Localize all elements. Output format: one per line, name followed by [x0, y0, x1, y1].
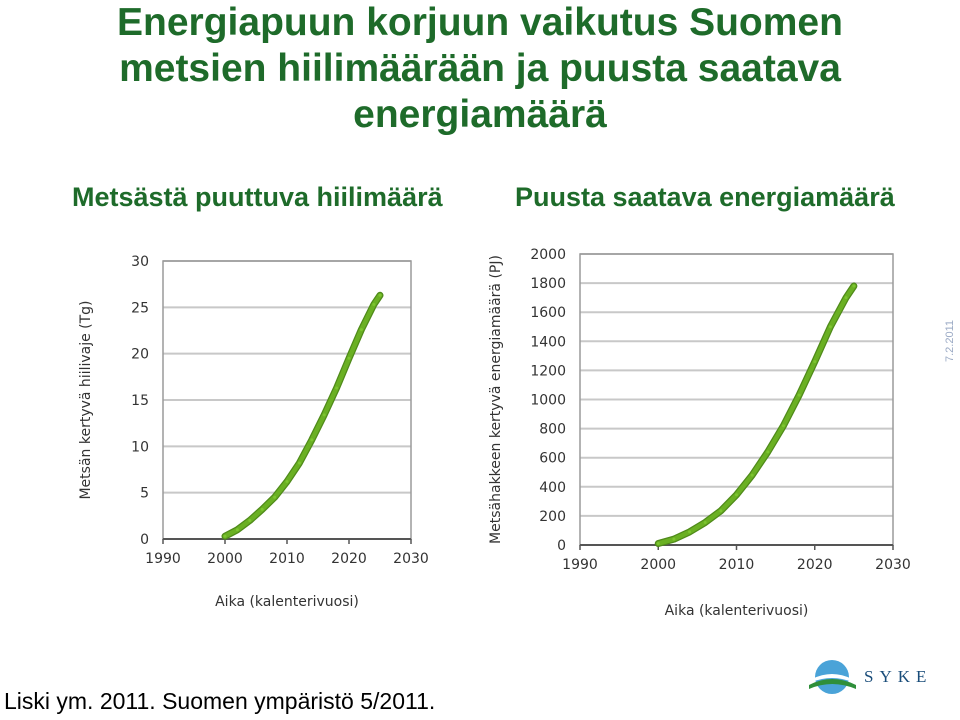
- data-point: [672, 537, 676, 541]
- y-tick-label: 1600: [530, 305, 566, 321]
- y-tick-label: 2000: [530, 247, 566, 263]
- data-point: [285, 480, 289, 484]
- data-point: [347, 356, 351, 360]
- source-citation: Liski ym. 2011. Suomen ympäristö 5/2011.: [4, 688, 436, 714]
- series-line: [222, 293, 383, 539]
- data-point: [322, 413, 326, 417]
- x-tick-label: 2030: [393, 551, 429, 567]
- syke-logo-icon: [809, 660, 856, 694]
- data-point: [359, 328, 363, 332]
- data-point: [852, 284, 856, 288]
- series-line: [656, 283, 857, 546]
- series-line-shadow: [654, 282, 858, 548]
- data-point: [310, 438, 314, 442]
- y-tick-label: 1400: [530, 334, 566, 350]
- data-point: [335, 386, 339, 390]
- y-tick-label: 600: [539, 451, 566, 467]
- y-tick-label: 10: [131, 439, 149, 455]
- title-line-3: energiamäärä: [353, 93, 607, 136]
- data-point: [844, 296, 848, 300]
- data-point: [703, 520, 707, 524]
- energy-amount-chart: 0 200 400 600 800 1000 1200 1400 1600 1800 2000 199…: [488, 247, 911, 619]
- x-tick-label: 2010: [269, 551, 305, 567]
- carbon-deficit-chart: 0 5 10 15 20 25 30 1990 2000 2010 2020 2030 Aika (ka…: [78, 254, 429, 610]
- data-point: [223, 534, 227, 538]
- data-point: [273, 495, 277, 499]
- data-point: [688, 530, 692, 534]
- x-tick-label: 1990: [145, 551, 181, 567]
- x-tick-label: 2000: [207, 551, 243, 567]
- x-tick-label: 2010: [719, 557, 755, 573]
- data-point: [297, 461, 301, 465]
- y-tick-label: 1000: [530, 393, 566, 409]
- y-tick-label: 800: [539, 422, 566, 438]
- title-line-2: metsien hiilimäärään ja puusta saatava: [119, 47, 841, 90]
- left-chart-heading: Metsästä puuttuva hiilimäärä: [72, 182, 443, 212]
- data-point: [656, 542, 660, 546]
- y-tick-label: 30: [131, 254, 149, 270]
- data-point: [372, 303, 376, 307]
- x-tick-label: 2000: [640, 557, 676, 573]
- y-axis-title: Metsän kertyvä hiilivaje (Tg): [78, 300, 94, 499]
- x-tick-label: 2020: [331, 551, 367, 567]
- y-tick-label: 400: [539, 480, 566, 496]
- y-tick-label: 5: [140, 486, 149, 502]
- y-tick-label: 25: [131, 300, 149, 316]
- x-tick-label: 1990: [562, 557, 598, 573]
- page-title: Energiapuun korjuun vaikutus Suomen mets…: [0, 0, 960, 138]
- data-point: [797, 393, 801, 397]
- y-tick-label: 1800: [530, 276, 566, 292]
- data-point: [378, 293, 382, 297]
- logo-text: SYKE: [864, 667, 933, 686]
- x-axis-title: Aika (kalenterivuosi): [665, 603, 809, 619]
- data-point: [828, 325, 832, 329]
- data-point: [750, 473, 754, 477]
- data-point: [766, 450, 770, 454]
- y-tick-label: 0: [140, 532, 149, 548]
- y-axis-title: Metsähakkeen kertyvä energiamäärä (PJ): [488, 255, 504, 544]
- data-point: [235, 528, 239, 532]
- series-line-shadow: [221, 291, 384, 540]
- data-point: [719, 509, 723, 513]
- y-tick-label: 20: [131, 347, 149, 363]
- date-stamp: 7.2.2011: [944, 319, 956, 362]
- data-point: [813, 360, 817, 364]
- data-point: [260, 507, 264, 511]
- y-tick-label: 15: [131, 393, 149, 409]
- y-tick-label: 200: [539, 509, 566, 525]
- right-chart-heading: Puusta saatava energiamäärä: [515, 182, 895, 212]
- data-point: [735, 493, 738, 497]
- y-tick-label: 0: [557, 538, 566, 554]
- x-tick-label: 2020: [797, 557, 833, 573]
- x-tick-label: 2030: [875, 557, 911, 573]
- data-point: [781, 424, 785, 428]
- title-line-1: Energiapuun korjuun vaikutus Suomen: [117, 1, 843, 44]
- y-tick-label: 1200: [530, 363, 566, 379]
- x-axis-title: Aika (kalenterivuosi): [215, 594, 359, 610]
- data-point: [248, 518, 252, 522]
